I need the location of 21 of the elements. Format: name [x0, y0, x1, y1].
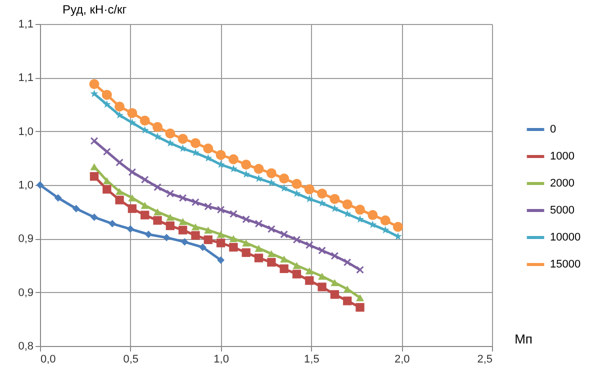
x-tick-label: 1,5 — [304, 354, 320, 366]
legend-label: 2000 — [550, 178, 574, 190]
legend-label: 0 — [550, 124, 556, 136]
x-tick-label: 0,0 — [40, 354, 56, 366]
x-tick-label: 2,5 — [477, 354, 492, 366]
y-tick-label: 1,1 — [18, 18, 34, 30]
y-tick-label: 1,0 — [18, 180, 34, 192]
legend-label: 1000 — [550, 150, 574, 162]
y-tick-label: 1,0 — [18, 126, 34, 138]
y-axis-title: Руд, кН·с/кг — [62, 2, 128, 16]
x-tick-label: 2,0 — [394, 354, 410, 366]
y-tick-label: 1,1 — [18, 72, 34, 84]
y-tick-label: 0,8 — [18, 340, 34, 352]
legend-label: 5000 — [550, 204, 574, 216]
x-tick-label: 0,5 — [123, 354, 139, 366]
legend-label: 15000 — [550, 258, 581, 270]
x-axis-title: Мп — [514, 332, 532, 346]
y-tick-label: 0,9 — [18, 233, 34, 246]
y-tick-label: 0,9 — [18, 286, 34, 299]
x-tick-label: 1,0 — [214, 354, 229, 366]
legend-label: 10000 — [550, 232, 581, 244]
